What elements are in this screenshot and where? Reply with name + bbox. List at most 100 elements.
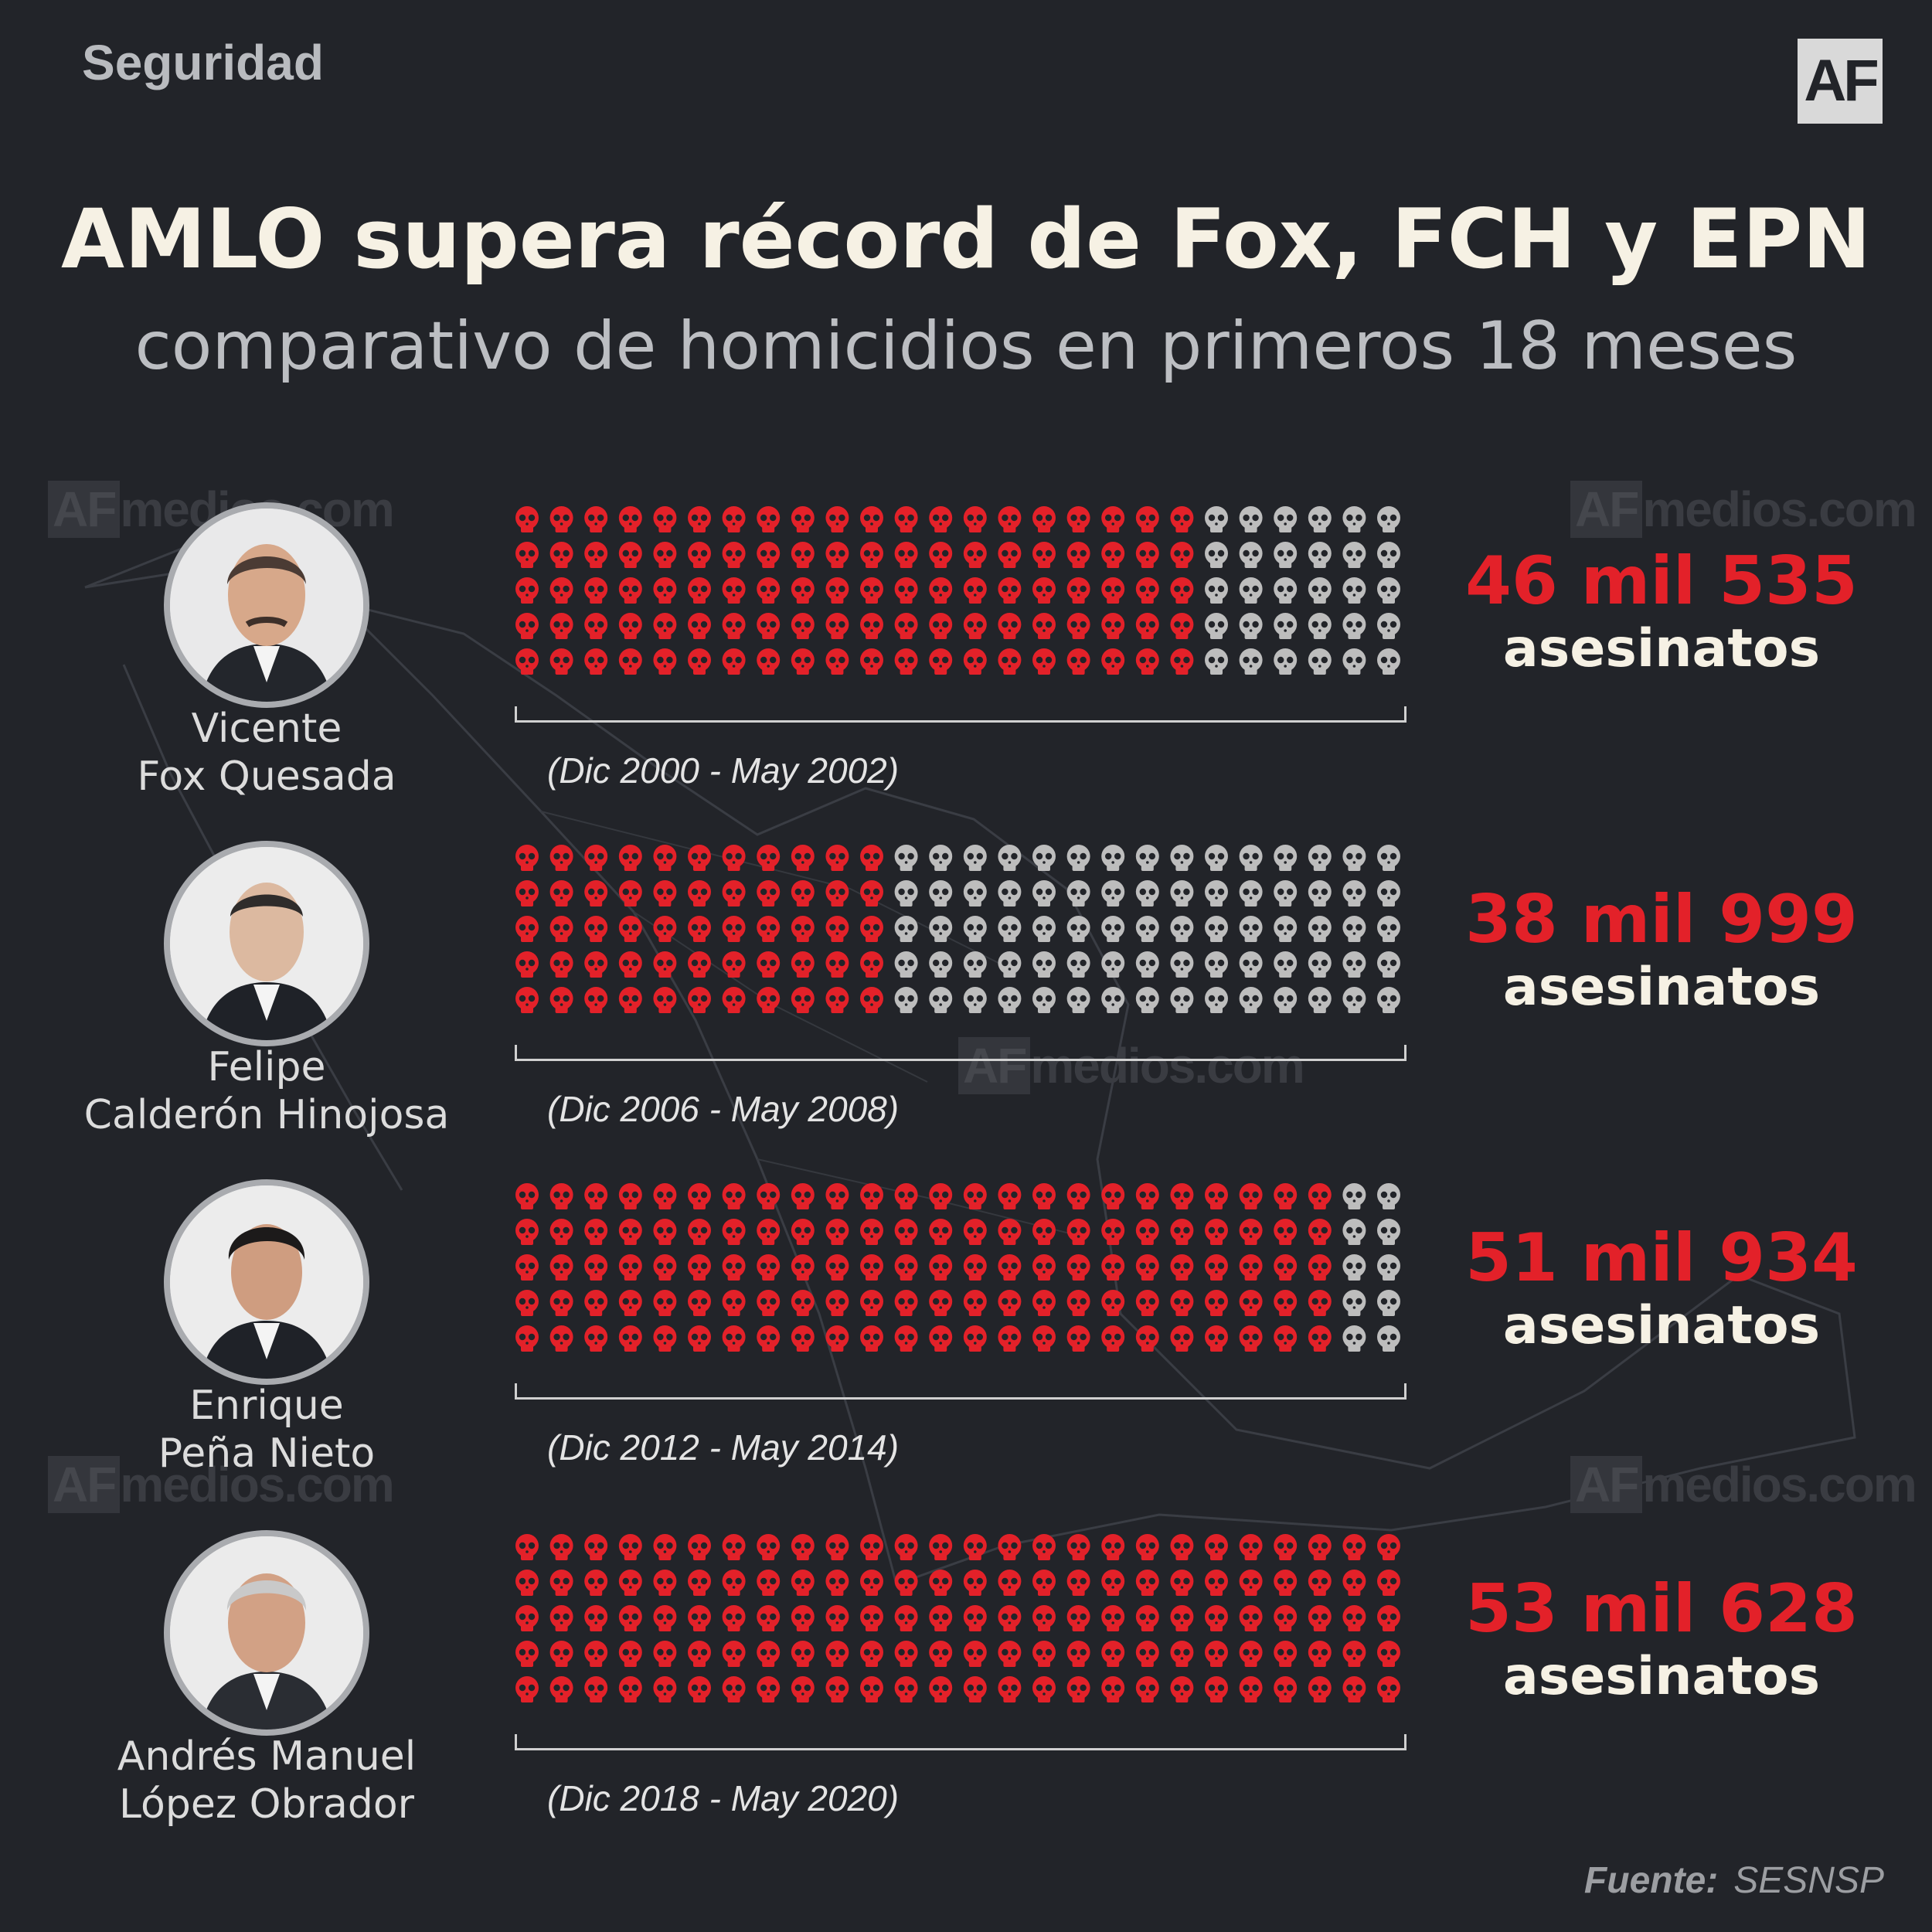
- skull-icon: [1342, 951, 1366, 978]
- skull-icon: [1170, 1605, 1194, 1631]
- skull-icon: [1170, 1325, 1194, 1352]
- skull-icon: [791, 987, 815, 1013]
- skull-icon: [1066, 542, 1090, 568]
- skull-icon: [1377, 613, 1400, 639]
- skull-icon: [618, 613, 642, 639]
- skull-icon: [860, 1605, 883, 1631]
- skull-grid: [515, 506, 1400, 675]
- skull-icon: [1170, 951, 1194, 978]
- skull-icon: [584, 951, 608, 978]
- skull-icon: [653, 648, 677, 675]
- skull-icon: [653, 1676, 677, 1702]
- skull-icon: [929, 951, 953, 978]
- skull-icon: [584, 542, 608, 568]
- skull-icon: [860, 1570, 883, 1596]
- watermark: AFmedios.com: [1570, 481, 1917, 538]
- skull-icon: [1170, 845, 1194, 871]
- skull-icon: [1308, 1641, 1332, 1667]
- skull-icon: [1239, 613, 1263, 639]
- skull-icon: [1205, 1290, 1228, 1316]
- skull-icon: [998, 845, 1022, 871]
- skull-icon: [1135, 1605, 1159, 1631]
- skull-icon: [1135, 1676, 1159, 1702]
- watermark-text: medios.com: [1642, 1457, 1917, 1512]
- skull-icon: [791, 542, 815, 568]
- skull-icon: [1205, 1254, 1228, 1281]
- skull-icon: [584, 1605, 608, 1631]
- skull-icon: [1308, 1676, 1332, 1702]
- skull-icon: [584, 916, 608, 942]
- skull-icon: [584, 1641, 608, 1667]
- skull-icon: [1170, 1290, 1194, 1316]
- skull-icon: [1239, 1290, 1263, 1316]
- skull-icon: [549, 542, 573, 568]
- skull-icon: [998, 1534, 1022, 1560]
- skull-icon: [549, 1605, 573, 1631]
- source-label: Fuente:: [1583, 1860, 1719, 1901]
- skull-icon: [929, 506, 953, 532]
- skull-icon: [618, 880, 642, 906]
- skull-icon: [929, 880, 953, 906]
- skull-icon: [1274, 577, 1298, 604]
- skull-icon: [688, 1254, 711, 1281]
- skull-icon: [515, 613, 539, 639]
- period-label: (Dic 2012 - May 2014): [547, 1427, 900, 1468]
- skull-icon: [1205, 1325, 1228, 1352]
- skull-icon: [791, 880, 815, 906]
- skull-icon: [757, 987, 781, 1013]
- skull-icon: [963, 1290, 987, 1316]
- skull-icon: [549, 577, 573, 604]
- name-line-1: Felipe: [207, 1044, 326, 1090]
- skull-icon: [653, 1290, 677, 1316]
- skull-icon: [618, 1325, 642, 1352]
- skull-icon: [1170, 542, 1194, 568]
- skull-icon: [825, 506, 849, 532]
- skull-icon: [722, 916, 746, 942]
- skull-icon: [825, 1641, 849, 1667]
- watermark: AFmedios.com: [1570, 1456, 1917, 1513]
- skull-icon: [618, 1290, 642, 1316]
- skull-icon: [825, 1219, 849, 1245]
- skull-icon: [722, 1183, 746, 1209]
- period-label: (Dic 2000 - May 2002): [547, 750, 900, 791]
- skull-icon: [515, 1534, 539, 1560]
- skull-icon: [722, 987, 746, 1013]
- skull-icon: [688, 1183, 711, 1209]
- skull-icon: [929, 613, 953, 639]
- skull-icon: [653, 951, 677, 978]
- skull-icon: [963, 1254, 987, 1281]
- skull-icon: [515, 1605, 539, 1631]
- skull-icon: [584, 1570, 608, 1596]
- name-line-2: Peña Nieto: [158, 1430, 376, 1477]
- skull-icon: [584, 648, 608, 675]
- skull-icon: [722, 577, 746, 604]
- skull-icon: [1377, 1534, 1400, 1560]
- skull-icon: [1342, 1219, 1366, 1245]
- skull-icon: [791, 845, 815, 871]
- skull-icon: [1032, 1290, 1056, 1316]
- skull-icon: [757, 916, 781, 942]
- section-label: Seguridad: [82, 35, 324, 90]
- skull-icon: [1205, 987, 1228, 1013]
- skull-icon: [1170, 648, 1194, 675]
- skull-icon: [825, 613, 849, 639]
- skull-icon: [929, 542, 953, 568]
- skull-icon: [688, 1290, 711, 1316]
- skull-icon: [1342, 1325, 1366, 1352]
- skull-icon: [1342, 506, 1366, 532]
- avatar: [164, 502, 369, 708]
- skull-icon: [757, 577, 781, 604]
- skull-icon: [1274, 1219, 1298, 1245]
- skull-icon: [1342, 987, 1366, 1013]
- skull-icon: [860, 1290, 883, 1316]
- skull-icon: [998, 577, 1022, 604]
- skull-icon: [653, 1254, 677, 1281]
- skull-icon: [1239, 1325, 1263, 1352]
- skull-icon: [1101, 1183, 1125, 1209]
- skull-icon: [584, 1254, 608, 1281]
- skull-icon: [688, 1219, 711, 1245]
- skull-icon: [825, 1325, 849, 1352]
- skull-icon: [1032, 880, 1056, 906]
- skull-icon: [791, 613, 815, 639]
- skull-icon: [1135, 613, 1159, 639]
